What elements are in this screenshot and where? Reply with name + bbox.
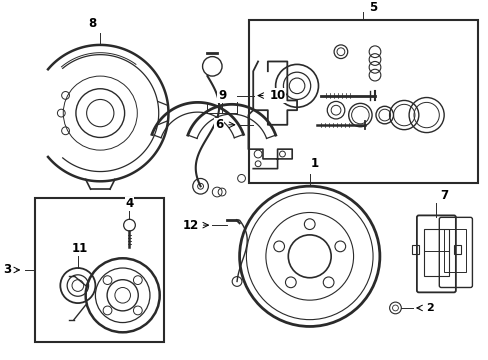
Text: 8: 8 xyxy=(88,17,97,30)
Bar xyxy=(453,245,460,255)
Text: 3: 3 xyxy=(3,264,12,276)
Text: 6: 6 xyxy=(215,118,223,131)
Text: 7: 7 xyxy=(439,189,447,202)
Text: 5: 5 xyxy=(368,1,376,14)
Text: 1: 1 xyxy=(310,157,318,170)
Bar xyxy=(443,229,465,272)
Text: 4: 4 xyxy=(125,197,133,210)
Bar xyxy=(249,19,477,183)
Bar xyxy=(423,229,448,276)
Text: 2: 2 xyxy=(425,303,432,313)
Text: 12: 12 xyxy=(183,219,199,231)
Bar xyxy=(35,198,163,342)
Text: 10: 10 xyxy=(269,89,285,102)
Text: 11: 11 xyxy=(72,242,88,255)
Bar xyxy=(411,245,418,255)
Text: 9: 9 xyxy=(218,89,226,102)
